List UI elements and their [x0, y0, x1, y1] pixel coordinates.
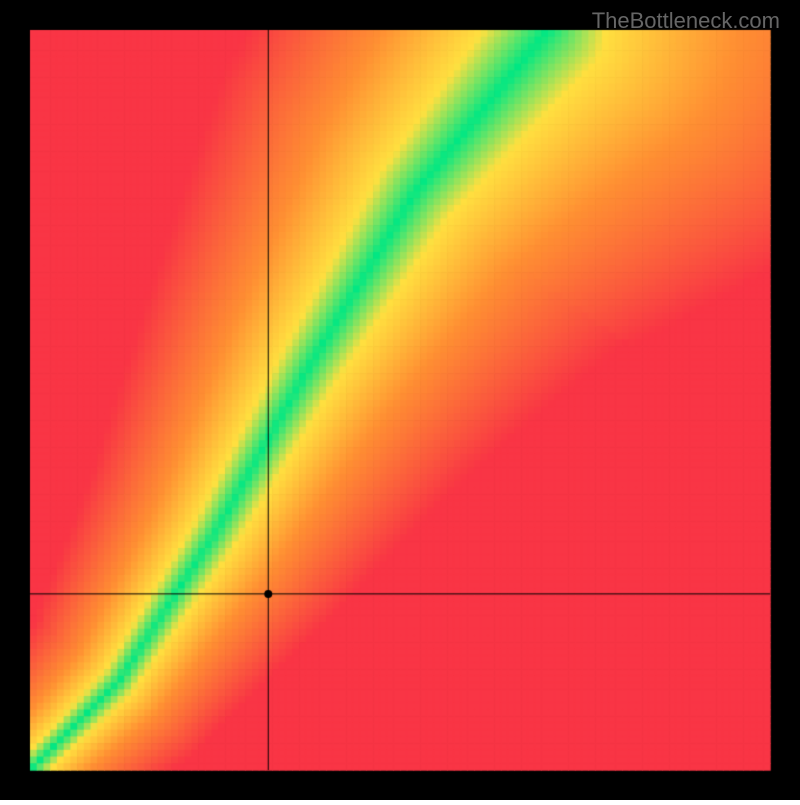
- bottleneck-heatmap-chart: TheBottleneck.com: [0, 0, 800, 800]
- heatmap-canvas: [0, 0, 800, 800]
- watermark-text: TheBottleneck.com: [592, 8, 780, 34]
